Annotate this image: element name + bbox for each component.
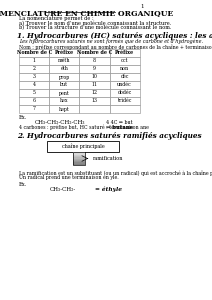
Bar <box>110 65 140 73</box>
Text: chaîne principale: chaîne principale <box>62 144 104 149</box>
Text: La ramification est un substituant (ou un radical) qui est accroché à la chaîne : La ramification est un substituant (ou u… <box>19 170 212 176</box>
Text: 13: 13 <box>92 98 98 104</box>
Text: 2. Hydrocarbures saturés ramifiés acycliques: 2. Hydrocarbures saturés ramifiés acycli… <box>17 132 201 140</box>
Text: 1. Hydrocarbures (HC) saturés acycliques : les alcanes: 1. Hydrocarbures (HC) saturés acycliques… <box>17 32 212 40</box>
Text: NOMENCLATURE EN CHIMIE ORGANIQUE: NOMENCLATURE EN CHIMIE ORGANIQUE <box>0 9 173 17</box>
Bar <box>19 73 49 81</box>
Bar <box>49 49 80 57</box>
Bar <box>73 153 85 154</box>
Text: 6: 6 <box>33 98 36 104</box>
Bar <box>73 162 85 164</box>
Text: oct: oct <box>121 58 128 64</box>
Bar <box>80 73 110 81</box>
Text: Ex.: Ex. <box>19 115 28 120</box>
Text: prop: prop <box>59 74 70 80</box>
Bar <box>110 73 140 81</box>
Bar <box>110 97 140 105</box>
Bar <box>19 97 49 105</box>
Text: non: non <box>120 67 129 71</box>
Text: undéc: undéc <box>117 82 132 88</box>
Text: tridéc: tridéc <box>117 98 132 104</box>
Text: Nombre de C: Nombre de C <box>17 50 52 56</box>
Text: a) Trouver le nom d’une molécule connaissant la structure.: a) Trouver le nom d’une molécule connais… <box>19 20 172 26</box>
Bar <box>110 81 140 89</box>
Bar <box>19 89 49 97</box>
Bar <box>49 57 80 65</box>
Bar <box>80 49 110 57</box>
Bar <box>80 65 110 73</box>
Text: 5: 5 <box>33 91 36 95</box>
Bar <box>110 89 140 97</box>
Text: Préfixe: Préfixe <box>55 50 74 56</box>
Text: 4: 4 <box>33 82 36 88</box>
Bar <box>49 105 80 113</box>
Text: 3: 3 <box>33 74 36 80</box>
Bar <box>49 73 80 81</box>
Bar <box>73 158 85 160</box>
Text: pent: pent <box>59 91 70 95</box>
Bar <box>73 156 85 157</box>
Text: b) Trouver la structure d’une molécule connaissant le nom.: b) Trouver la structure d’une molécule c… <box>19 25 172 30</box>
Bar <box>73 152 85 165</box>
Text: hept: hept <box>59 106 70 112</box>
Text: méth: méth <box>58 58 71 64</box>
Text: CH₃-CH₂-: CH₃-CH₂- <box>50 187 76 192</box>
Text: Ex.: Ex. <box>19 182 28 187</box>
Bar <box>19 49 49 57</box>
Bar <box>73 164 85 165</box>
Text: 4 4C ⇒ but: 4 4C ⇒ but <box>106 120 133 125</box>
Text: 12: 12 <box>92 91 98 95</box>
Bar <box>19 105 49 113</box>
Bar <box>80 81 110 89</box>
Text: éth: éth <box>60 67 68 71</box>
Text: 9: 9 <box>93 67 96 71</box>
Bar <box>49 65 80 73</box>
Text: Nombre de C: Nombre de C <box>77 50 112 56</box>
Bar <box>80 89 110 97</box>
Text: 10: 10 <box>92 74 98 80</box>
Text: ramification: ramification <box>92 156 123 161</box>
Text: hex: hex <box>60 98 69 104</box>
Text: Préfixe: Préfixe <box>115 50 134 56</box>
Bar <box>80 57 110 65</box>
Text: 2: 2 <box>33 67 36 71</box>
Text: dodéc: dodéc <box>118 91 132 95</box>
Bar <box>110 105 140 113</box>
Text: 11: 11 <box>92 82 98 88</box>
Bar <box>110 49 140 57</box>
Text: 4 carbones : préfixe but, HC saturé : terminaison ane: 4 carbones : préfixe but, HC saturé : te… <box>19 125 149 130</box>
Text: 1: 1 <box>141 4 144 9</box>
Bar <box>49 89 80 97</box>
Bar <box>110 57 140 65</box>
Text: but: but <box>60 82 68 88</box>
Bar <box>19 57 49 65</box>
Text: Nom : préfixe correspondant au nombre de carbones de la chaîne + terminaison ane: Nom : préfixe correspondant au nombre de… <box>19 44 212 50</box>
Text: Un radical prend une terminaison en yle.: Un radical prend une terminaison en yle. <box>19 175 119 180</box>
Bar <box>47 141 119 152</box>
Bar <box>73 152 85 153</box>
Bar <box>19 65 49 73</box>
Bar <box>80 105 110 113</box>
Bar <box>73 160 85 161</box>
Text: 1: 1 <box>33 58 36 64</box>
Text: CH₃-CH₂-CH₂-CH₃: CH₃-CH₂-CH₂-CH₃ <box>34 120 85 125</box>
Text: La nomenclature permet de :: La nomenclature permet de : <box>19 16 94 21</box>
Bar <box>73 154 85 156</box>
Text: ⇒ butane: ⇒ butane <box>106 125 133 130</box>
Bar <box>73 161 85 162</box>
Bar <box>80 97 110 105</box>
Text: 8: 8 <box>93 58 96 64</box>
Bar <box>19 81 49 89</box>
Bar <box>73 157 85 158</box>
Text: 7: 7 <box>33 106 36 112</box>
Bar <box>49 81 80 89</box>
Text: Les hydrocarbures saturés ne sont formés que de carbone et d’hydrogène.: Les hydrocarbures saturés ne sont formés… <box>19 39 203 44</box>
Text: déc: déc <box>120 74 129 80</box>
Bar <box>49 97 80 105</box>
Text: = éthyle: = éthyle <box>95 187 122 193</box>
